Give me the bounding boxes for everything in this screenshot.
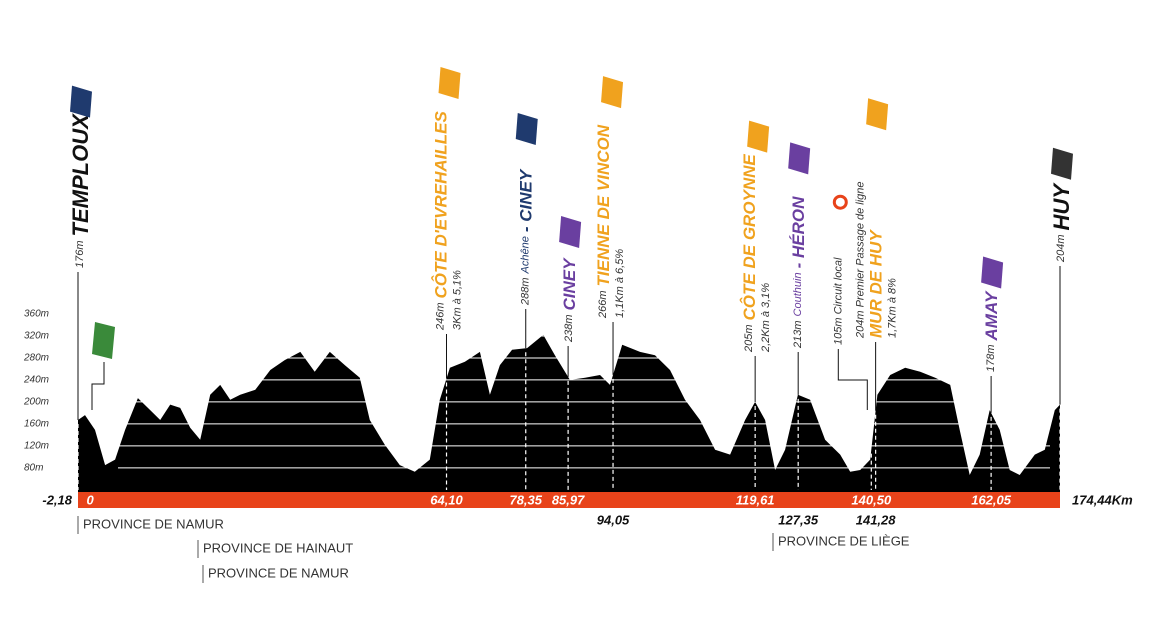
km-label: 119,61 [736,493,775,508]
flag-icon [515,113,538,146]
waypoint-line: 2,2Km à 3,1% [760,283,772,353]
km-bar [78,492,1060,508]
waypoint-text: 176m [74,240,86,268]
y-tick-label: 280m [23,352,49,363]
km-label: 78,35 [509,493,542,508]
km-label: 162,05 [971,493,1012,508]
km-label: -2,18 [42,493,72,508]
waypoint-text: 204m [1055,234,1067,263]
waypoint-line: 213m Couthuin - HÉRON [789,196,808,349]
flag-icon [832,194,848,210]
waypoint-line: 105m Circuit local [832,257,844,345]
flag-icon [981,256,1004,289]
waypoint-line: 1,1Km à 6,5% [614,249,626,318]
km-label: 64,10 [430,493,463,508]
km-label: 141,28 [856,513,897,528]
waypoint-text: CÔTE DE GROYNNE [740,154,759,321]
waypoint-text: TIENNE DE VINCON [594,124,613,286]
y-tick-label: 80m [24,462,43,473]
waypoint-text: 1,1Km à 6,5% [614,249,626,318]
flag-icon [747,120,770,153]
waypoint-label: 204m Premier Passage de ligne MUR DE HUY 1… [855,181,899,339]
km-label: 94,05 [597,513,630,528]
waypoint-text: 238m [563,314,575,343]
y-tick-label: 320m [24,330,49,341]
province-label: PROVINCE DE LIÈGE [778,534,910,549]
waypoint-label: 205m CÔTE DE GROYNNE 2,2Km à 3,1% [740,154,773,353]
waypoint-label: 266m TIENNE DE VINCON 1,1Km à 6,5% [594,124,627,319]
waypoint-text: 205m [743,324,755,353]
waypoint-line: 266m TIENNE DE VINCON [594,124,613,319]
waypoint-text: 3Km à 5,1% [452,270,464,330]
waypoint-line: MUR DE HUY [866,229,885,338]
waypoint-line: 288m Achêne - CINEY [516,168,535,306]
waypoint-line: 238m CINEY [560,257,579,343]
flag-icon [438,67,461,99]
waypoint-text: CINEY [560,257,579,311]
waypoint-text: 246m [435,302,447,331]
km-label: 85,97 [552,493,585,508]
waypoint-text: 178m [985,344,997,372]
waypoint-label: 105m Circuit local [832,257,844,345]
waypoint-text: 1,7Km à 8% [887,278,899,338]
y-tick-label: 200m [23,396,49,407]
waypoint-text: AMAY [982,290,1001,341]
y-tick-label: 120m [24,440,49,451]
elevation-area [78,334,1060,492]
waypoint-text: - HÉRON [789,196,808,269]
province-label: PROVINCE DE NAMUR [208,566,349,581]
waypoint-label: 204m HUY [1049,182,1074,263]
flag-icon [70,85,92,118]
km-label: 174,44Km [1072,493,1133,508]
waypoint-line: 3Km à 5,1% [452,270,464,330]
waypoint-line: 178m AMAY [982,290,1001,372]
flag-icon [92,322,115,359]
waypoint-text: 213m [792,320,804,349]
leader-line [91,362,105,410]
waypoint-line: 176m TEMPLOUX [68,113,93,268]
leader-line [837,349,868,410]
waypoint-text: 266m [597,290,609,319]
waypoint-line: 205m CÔTE DE GROYNNE [740,154,759,353]
waypoint-text: Achêne [520,236,532,274]
flag-icon [1051,147,1073,180]
waypoint-label: 213m Couthuin - HÉRON [789,196,808,349]
waypoint-text: MUR DE HUY [866,229,885,338]
waypoint-label: 176m TEMPLOUX [68,113,93,268]
province-label: PROVINCE DE NAMUR [83,517,224,532]
waypoint-text: - CINEY [516,168,535,232]
waypoint-text: 2,2Km à 3,1% [760,283,772,353]
km-label: 140,50 [851,493,892,508]
waypoint-line: 246m CÔTE D'EVREHAILLES [431,111,450,331]
waypoint-line: 204m Premier Passage de ligne [855,181,867,339]
waypoint-text: Couthuin [792,272,804,316]
flag-icon [866,98,889,131]
waypoint-line: 1,7Km à 8% [887,278,899,338]
waypoint-label: 238m CINEY [560,257,579,343]
waypoint-line: 204m HUY [1049,182,1074,263]
km-label: 127,35 [778,513,819,528]
waypoint-label: 178m AMAY [982,290,1001,372]
waypoint-text: 288m [520,277,532,306]
y-tick-label: 240m [23,374,49,385]
y-tick-label: 360m [24,308,49,319]
km-label: 0 [87,493,95,508]
waypoint-text: 204m Premier Passage de ligne [855,181,867,339]
waypoint-text: HUY [1049,182,1074,231]
flag-icon [788,142,811,175]
waypoint-label: 288m Achêne - CINEY [516,168,535,306]
waypoint-text: 105m Circuit local [832,257,844,345]
waypoint-text: CÔTE D'EVREHAILLES [431,111,450,299]
province-label: PROVINCE DE HAINAUT [203,541,353,556]
waypoint-text: TEMPLOUX [68,113,93,237]
flag-icon [601,76,624,109]
flag-icon [559,216,582,249]
y-tick-label: 160m [24,418,49,429]
